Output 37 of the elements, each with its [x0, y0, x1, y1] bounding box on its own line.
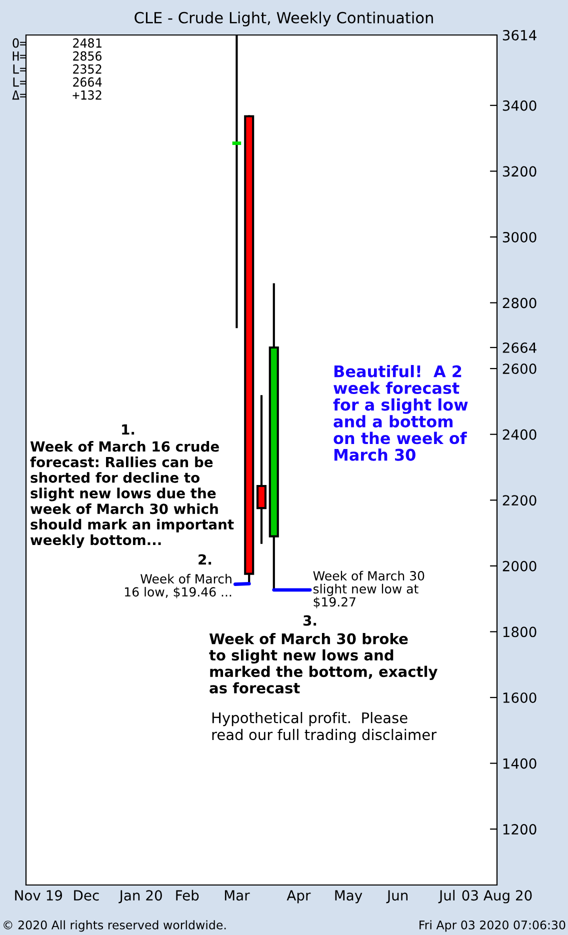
annotation: Week of March 16 low, $19.46 ... [125, 574, 232, 598]
x-tick-label: Mar [224, 890, 250, 901]
annotation: Week of March 30 slight new low at $19.27 [313, 570, 424, 608]
y-tick-label: 2200 [502, 495, 536, 506]
annotation: Beautiful! A 2 week forecast for a slight low and a bottom on the week of March 30 [333, 365, 468, 461]
annotation: Week of March 16 crude forecast: Rallies can be shorted for decline to slight new lows due the week of March 30 which should mark an important weekly bottom... [30, 441, 234, 548]
annotation: Week of March 30 broke to slight new lows and marked the bottom, exactly as forecast [209, 633, 438, 694]
x-tick-label: May [335, 890, 362, 904]
chart-title: CLE - Crude Light, Weekly Continuation [134, 12, 433, 26]
y-tick-label: 1200 [503, 824, 536, 835]
y-tick-label: 2664 [502, 342, 536, 353]
y-tick-label: 3000 [502, 232, 536, 242]
y-tick-label: 3400 [502, 100, 536, 111]
y-tick-label: 2000 [502, 560, 536, 572]
annotation: 1. [122, 424, 134, 435]
text: © 2020 All rights reserved worldwide. [4, 920, 226, 932]
x-tick-label: 03 Aug 20 [462, 890, 532, 904]
x-tick-label: Nov 19 [15, 890, 62, 901]
annotation: Hypothetical profit. Please read our full trading disclaimer [212, 712, 437, 743]
y-tick-label: 3614 [502, 30, 536, 40]
y-tick-label: 2800 [502, 298, 536, 308]
y-tick-label: 1400 [503, 758, 536, 769]
y-tick-label: 2600 [502, 364, 536, 374]
text: Fri Apr 03 2020 07:06:30 [420, 920, 566, 932]
x-tick-label: Jun [386, 890, 408, 904]
y-tick-label: 3200 [502, 166, 536, 177]
annotation: 2. [198, 554, 212, 565]
x-tick-label: Dec [74, 890, 99, 901]
y-tick-label: 2400 [502, 429, 536, 440]
candlestick [256, 395, 267, 544]
y-tick-label: 1600 [503, 692, 536, 703]
x-tick-label: Feb [176, 890, 199, 901]
x-tick-label: Jan 20 [118, 890, 162, 904]
annotation: 3. [303, 615, 316, 626]
x-tick-label: Jul [438, 890, 454, 904]
y-tick-label: 1800 [503, 626, 536, 638]
x-tick-label: Apr [286, 890, 311, 904]
